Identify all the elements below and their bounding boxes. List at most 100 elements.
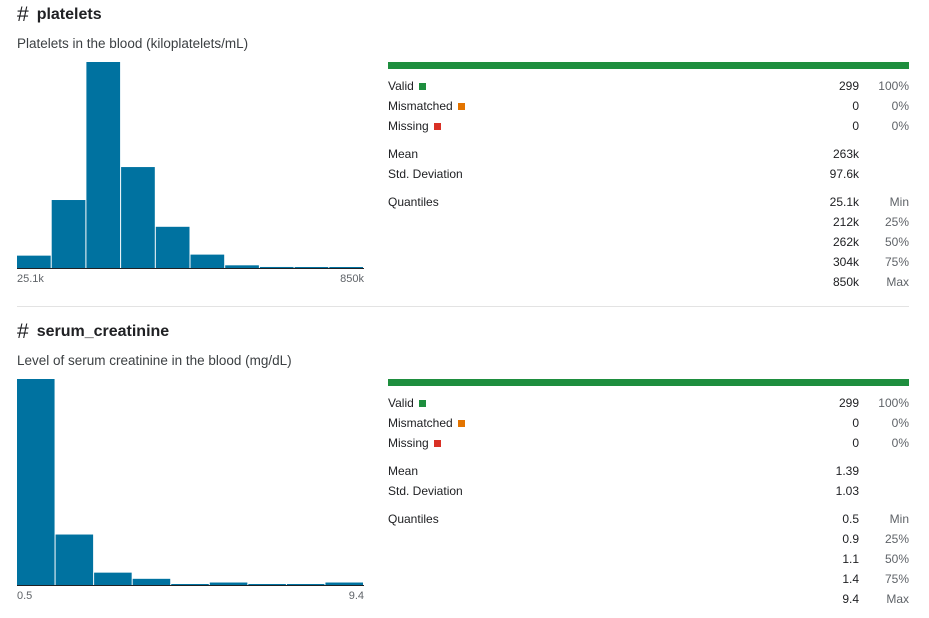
histogram-chart[interactable] bbox=[17, 62, 364, 269]
quantiles-label: Quantiles bbox=[388, 512, 439, 526]
histogram-bar[interactable] bbox=[171, 584, 209, 585]
quantile-row-25: 212k 25% bbox=[388, 212, 909, 232]
quantile-label: Max bbox=[886, 275, 909, 289]
quantile-label: 25% bbox=[884, 532, 909, 546]
quantile-row-75: 1.4 75% bbox=[388, 569, 909, 589]
quantile-label: Min bbox=[889, 512, 909, 526]
mismatched-row: Mismatched 0 0% bbox=[388, 96, 909, 116]
quantile-label: Max bbox=[886, 592, 909, 606]
valid-label: Valid bbox=[388, 79, 414, 93]
quantile-value: 9.4 bbox=[842, 592, 859, 606]
quantile-value: 212k bbox=[832, 215, 859, 229]
quantile-value: 1.1 bbox=[842, 552, 859, 566]
quantile-row-50: 262k 50% bbox=[388, 232, 909, 252]
valid-count: 299 bbox=[838, 396, 859, 410]
histogram-bar[interactable] bbox=[121, 167, 155, 268]
missing-legend-swatch bbox=[433, 439, 441, 447]
valid-percent: 100% bbox=[878, 79, 909, 93]
quantile-label: 75% bbox=[884, 255, 909, 269]
quantile-row-75: 304k 75% bbox=[388, 252, 909, 272]
valid-progress-bar bbox=[388, 379, 909, 386]
numeric-type-icon: # bbox=[17, 3, 29, 26]
valid-legend-swatch bbox=[418, 82, 426, 90]
quantile-value: 1.4 bbox=[842, 572, 859, 586]
numeric-type-icon: # bbox=[17, 320, 29, 343]
missing-row: Missing 0 0% bbox=[388, 116, 909, 136]
histogram-bar[interactable] bbox=[132, 578, 171, 585]
column-header: # platelets bbox=[17, 4, 102, 26]
quantile-row-min: Quantiles 25.1k Min bbox=[388, 192, 909, 212]
quantile-label: 50% bbox=[884, 552, 909, 566]
missing-label: Missing bbox=[388, 436, 429, 450]
histogram-chart[interactable] bbox=[17, 379, 364, 586]
histogram-bar[interactable] bbox=[155, 226, 190, 268]
quantile-value: 304k bbox=[832, 255, 859, 269]
histogram-bar[interactable] bbox=[294, 267, 329, 268]
quantile-label: 75% bbox=[884, 572, 909, 586]
missing-percent: 0% bbox=[891, 436, 909, 450]
std-label: Std. Deviation bbox=[388, 484, 463, 498]
mismatched-legend-swatch bbox=[457, 102, 465, 110]
histogram-bar[interactable] bbox=[51, 200, 86, 268]
histogram-bar[interactable] bbox=[248, 584, 286, 585]
missing-count: 0 bbox=[852, 436, 859, 450]
quantile-label: Min bbox=[889, 195, 909, 209]
histogram-bar[interactable] bbox=[329, 267, 363, 268]
quantile-value: 25.1k bbox=[829, 195, 859, 209]
quantile-value: 0.9 bbox=[842, 532, 859, 546]
histogram-bar[interactable] bbox=[209, 582, 248, 585]
missing-label: Missing bbox=[388, 119, 429, 133]
quantile-row-max: 850k Max bbox=[388, 272, 909, 292]
quantile-row-50: 1.1 50% bbox=[388, 549, 909, 569]
mismatched-label: Mismatched bbox=[388, 99, 453, 113]
histogram-bar[interactable] bbox=[86, 62, 121, 268]
histogram-bar[interactable] bbox=[94, 572, 132, 585]
valid-legend-swatch bbox=[418, 399, 426, 407]
quantile-row-25: 0.9 25% bbox=[388, 529, 909, 549]
histogram-bar[interactable] bbox=[225, 265, 259, 268]
valid-label: Valid bbox=[388, 396, 414, 410]
histogram-bar[interactable] bbox=[259, 266, 294, 268]
quantile-value: 262k bbox=[832, 235, 859, 249]
quantile-row-max: 9.4 Max bbox=[388, 589, 909, 609]
axis-min-label: 25.1k bbox=[17, 273, 44, 285]
axis-max-label: 9.4 bbox=[348, 590, 364, 602]
valid-row: Valid 299 100% bbox=[388, 76, 909, 96]
valid-row: Valid 299 100% bbox=[388, 393, 909, 413]
valid-percent: 100% bbox=[878, 396, 909, 410]
mismatched-percent: 0% bbox=[891, 416, 909, 430]
mismatched-legend-swatch bbox=[457, 419, 465, 427]
histogram-bar[interactable] bbox=[17, 379, 55, 585]
mismatched-label: Mismatched bbox=[388, 416, 453, 430]
mismatched-percent: 0% bbox=[891, 99, 909, 113]
quantile-label: 50% bbox=[884, 235, 909, 249]
valid-count: 299 bbox=[838, 79, 859, 93]
missing-row: Missing 0 0% bbox=[388, 433, 909, 453]
missing-legend-swatch bbox=[433, 122, 441, 130]
column-header: # serum_creatinine bbox=[17, 321, 169, 343]
column-name[interactable]: serum_creatinine bbox=[36, 323, 170, 340]
mean-label: Mean bbox=[388, 464, 419, 478]
section-divider bbox=[17, 306, 909, 307]
valid-progress-bar bbox=[388, 62, 909, 69]
histogram-bar[interactable] bbox=[325, 582, 363, 585]
histogram-bar[interactable] bbox=[286, 584, 325, 585]
quantile-value: 0.5 bbox=[842, 512, 859, 526]
mean-row: Mean 1.39 bbox=[388, 461, 909, 481]
column-description: Level of serum creatinine in the blood (… bbox=[17, 353, 292, 368]
axis-min-label: 0.5 bbox=[17, 590, 33, 602]
mean-row: Mean 263k bbox=[388, 144, 909, 164]
quantile-row-min: Quantiles 0.5 Min bbox=[388, 509, 909, 529]
mean-label: Mean bbox=[388, 147, 419, 161]
std-label: Std. Deviation bbox=[388, 167, 463, 181]
histogram-bar[interactable] bbox=[55, 534, 94, 585]
mean-value: 1.39 bbox=[835, 464, 859, 478]
histogram-bar[interactable] bbox=[17, 255, 51, 268]
mean-value: 263k bbox=[832, 147, 859, 161]
missing-percent: 0% bbox=[891, 119, 909, 133]
quantile-value: 850k bbox=[832, 275, 859, 289]
column-name[interactable]: platelets bbox=[36, 6, 102, 23]
histogram-bar[interactable] bbox=[190, 254, 225, 268]
std-value: 97.6k bbox=[829, 167, 859, 181]
std-row: Std. Deviation 1.03 bbox=[388, 481, 909, 501]
